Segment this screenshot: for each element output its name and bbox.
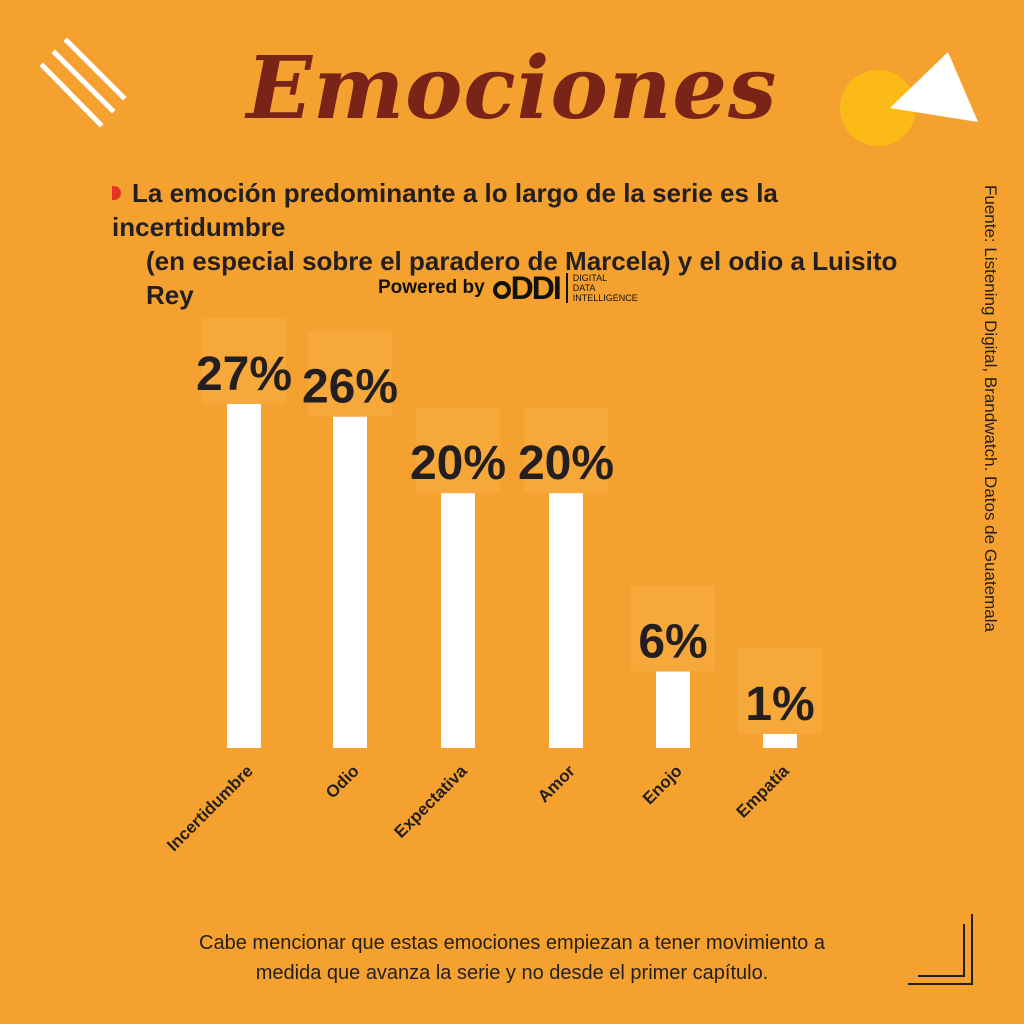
value-label: 1%: [745, 678, 814, 731]
footnote-line-2: medida que avanza la serie y no desde el…: [255, 962, 769, 984]
value-label: 20%: [518, 437, 614, 490]
value-label: 6%: [638, 616, 707, 669]
value-label-backdrop: [738, 648, 822, 734]
bar-expectativa: [441, 493, 475, 748]
subtitle: La emoción predominante a lo largo de la…: [112, 176, 932, 312]
powered-by: Powered by DDI DIGITAL DATA INTELLIGENCE: [378, 270, 638, 306]
value-label: 20%: [410, 437, 506, 490]
category-label: Odio: [322, 761, 363, 802]
footnote: Cabe mencionar que estas emociones empie…: [0, 928, 1024, 988]
logo-word-3: INTELLIGENCE: [572, 293, 638, 303]
ddi-logo: DDI DIGITAL DATA INTELLIGENCE: [492, 269, 638, 307]
bar-incertidumbre: [227, 404, 261, 748]
bar-odio: [333, 416, 367, 748]
bar-amor: [549, 493, 583, 748]
logo-word-2: DATA: [572, 283, 596, 293]
value-label-backdrop: [631, 585, 715, 672]
footnote-line-1: Cabe mencionar que estas emociones empie…: [199, 932, 825, 954]
logo-words: DIGITAL DATA INTELLIGENCE: [565, 273, 638, 303]
value-label-backdrop: [524, 407, 608, 494]
decorative-circle-triangle: [840, 52, 978, 146]
value-label: 26%: [302, 361, 398, 414]
category-label: Amor: [534, 761, 579, 806]
value-label-backdrop: [202, 318, 286, 404]
bar-enojo: [656, 671, 690, 748]
page-title: Emociones: [246, 38, 778, 139]
decorative-stripes: [39, 38, 127, 128]
category-label: Expectativa: [391, 761, 472, 842]
bullet-icon: [112, 186, 121, 200]
powered-by-label: Powered by: [378, 277, 485, 298]
value-label-backdrop: [308, 330, 392, 417]
logo-word-1: DIGITAL: [572, 273, 608, 283]
subtitle-line-1: La emoción predominante a lo largo de la…: [112, 178, 778, 242]
logo-circle-icon: [492, 281, 511, 299]
category-label: Empatía: [733, 761, 794, 822]
logo-mark: DDI: [510, 269, 562, 306]
subtitle-line-2: (en especial sobre el paradero de Marcel…: [146, 246, 898, 310]
bar-chart: 27% Incertidumbre 26% Odio 20% Expectativa 20%…: [163, 318, 822, 855]
category-label: Incertidumbre: [163, 761, 257, 855]
value-label-backdrop: [416, 407, 500, 494]
category-label: Enojo: [639, 761, 686, 808]
value-label: 27%: [196, 348, 292, 401]
bar-empatía: [763, 734, 797, 748]
decorative-corner-lines: [908, 914, 973, 985]
